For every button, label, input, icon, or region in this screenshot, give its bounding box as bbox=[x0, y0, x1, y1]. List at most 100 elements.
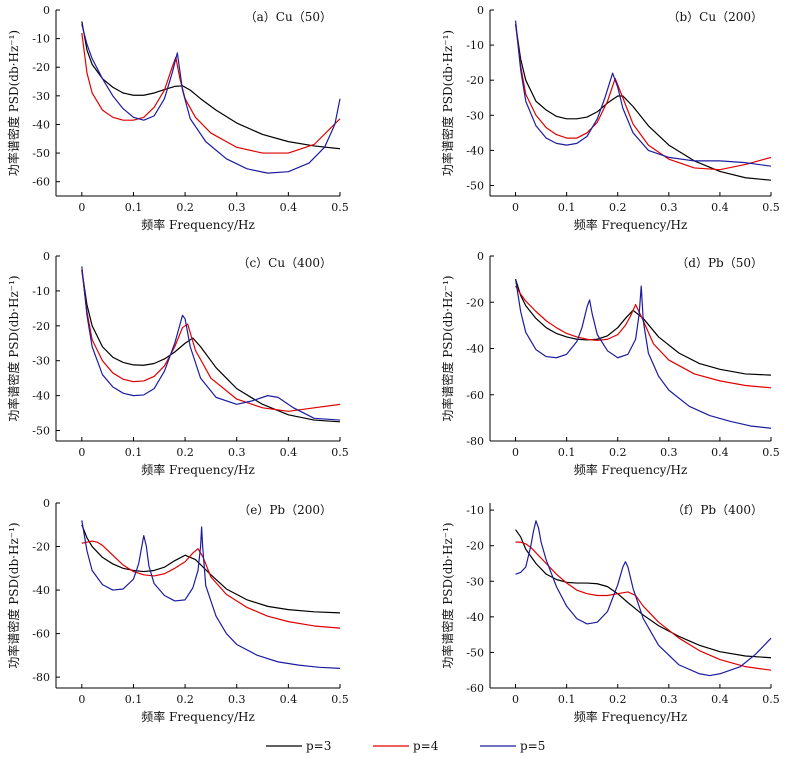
x-tick-label: 0.1 bbox=[558, 446, 576, 459]
x-axis-label: 频率 Frequency/Hz bbox=[141, 462, 255, 477]
y-tick-label: -50 bbox=[32, 425, 50, 438]
y-tick-label: -60 bbox=[32, 176, 50, 189]
x-tick-label: 0.5 bbox=[331, 201, 349, 214]
series-line-p5 bbox=[81, 520, 341, 670]
x-axis-label: 频率 Frequency/Hz bbox=[141, 709, 255, 724]
x-tick-label: 0 bbox=[512, 446, 519, 459]
x-tick-label: 0.2 bbox=[609, 693, 627, 706]
series-line-p4 bbox=[515, 541, 772, 671]
x-tick-label: 0.4 bbox=[280, 446, 298, 459]
x-axis-label: 频率 Frequency/Hz bbox=[574, 462, 688, 477]
y-tick-label: -30 bbox=[32, 355, 50, 368]
y-tick-label: -50 bbox=[466, 179, 484, 192]
y-tick-label: -30 bbox=[466, 575, 484, 588]
y-tick-label: -40 bbox=[32, 118, 50, 131]
panel-d: 0 -20 -40 -60 -80 0 0.1 0.2 0.3 0.4 0.5 频率 Frequenc… bbox=[440, 250, 780, 477]
x-tick-label: 0.2 bbox=[176, 446, 194, 459]
y-tick-label: -30 bbox=[32, 90, 50, 103]
series-line-p3 bbox=[515, 529, 772, 659]
y-tick-label: 0 bbox=[43, 250, 50, 263]
x-tick-label: 0.5 bbox=[331, 446, 349, 459]
x-tick-label: 0.1 bbox=[558, 693, 576, 706]
series-line-p3 bbox=[514, 23, 772, 181]
series-line-p4 bbox=[81, 540, 341, 629]
x-tick-label: 0.5 bbox=[762, 693, 780, 706]
panel-a: 0 -10 -20 -30 -40 -50 -60 0 0.1 0.2 0.3 0.4 0.5 频率 Fr… bbox=[6, 4, 349, 232]
series-line-p3 bbox=[514, 278, 772, 376]
panel-c: 0 -10 -20 -30 -40 -50 0 0.1 0.2 0.3 0.4 0.5 频率 Frequ… bbox=[6, 250, 349, 477]
y-tick-label: -40 bbox=[32, 584, 50, 597]
x-tick-label: 0.4 bbox=[280, 201, 298, 214]
x-axis-label: 频率 Frequency/Hz bbox=[141, 217, 255, 232]
y-axis-label: 功率谱密度 PSD(db·Hz⁻¹) bbox=[6, 275, 21, 421]
y-tick-label: -80 bbox=[32, 671, 50, 684]
y-tick-label: -20 bbox=[32, 320, 50, 333]
y-tick-label: -30 bbox=[466, 109, 484, 122]
panel-title: （f）Pb（400） bbox=[672, 503, 763, 517]
series-line-p5 bbox=[81, 266, 341, 421]
x-tick-label: 0.2 bbox=[609, 201, 627, 214]
y-tick-label: 0 bbox=[43, 4, 50, 17]
panel-title: （b）Cu（200） bbox=[668, 10, 764, 24]
y-axis-label: 功率谱密度 PSD(db·Hz⁻¹) bbox=[6, 522, 21, 668]
x-tick-label: 0.3 bbox=[228, 446, 246, 459]
y-tick-label: -60 bbox=[466, 389, 484, 402]
y-tick-label: -40 bbox=[466, 144, 484, 157]
y-tick-label: -60 bbox=[466, 682, 484, 695]
panel-title: （e）Pb（200） bbox=[238, 503, 332, 517]
y-tick-label: -50 bbox=[32, 147, 50, 160]
y-tick-label: -10 bbox=[32, 285, 50, 298]
x-tick-label: 0.3 bbox=[228, 693, 246, 706]
y-tick-label: -20 bbox=[32, 61, 50, 74]
x-tick-label: 0.2 bbox=[609, 446, 627, 459]
y-tick-label: -40 bbox=[32, 390, 50, 403]
x-tick-label: 0.5 bbox=[762, 201, 780, 214]
x-axis-label: 频率 Frequency/Hz bbox=[574, 217, 688, 232]
x-tick-label: 0.4 bbox=[711, 446, 729, 459]
x-tick-label: 0.1 bbox=[125, 693, 143, 706]
y-tick-label: 0 bbox=[477, 250, 484, 263]
x-tick-label: 0 bbox=[78, 693, 85, 706]
legend-label-p3: p=3 bbox=[306, 739, 331, 753]
x-axis-label: 频率 Frequency/Hz bbox=[574, 709, 688, 724]
x-tick-label: 0.3 bbox=[660, 693, 678, 706]
series-line-p4 bbox=[81, 32, 341, 154]
series-line-p3 bbox=[81, 524, 341, 614]
y-tick-label: -20 bbox=[466, 296, 484, 309]
x-tick-label: 0.3 bbox=[228, 201, 246, 214]
y-tick-label: -40 bbox=[466, 611, 484, 624]
legend: p=3 p=4 p=5 bbox=[266, 739, 545, 753]
y-tick-label: -20 bbox=[466, 540, 484, 553]
x-tick-label: 0.2 bbox=[176, 201, 194, 214]
x-tick-label: 0.5 bbox=[331, 693, 349, 706]
series-line-p4 bbox=[514, 23, 772, 171]
y-tick-label: -40 bbox=[466, 343, 484, 356]
y-axis-label: 功率谱密度 PSD(db·Hz⁻¹) bbox=[440, 275, 455, 421]
x-tick-label: 0.2 bbox=[176, 693, 194, 706]
y-tick-label: -10 bbox=[32, 33, 50, 46]
legend-label-p5: p=5 bbox=[520, 739, 545, 753]
panel-title: （a）Cu（50） bbox=[245, 10, 332, 24]
x-tick-label: 0.1 bbox=[558, 201, 576, 214]
x-tick-label: 0.3 bbox=[660, 201, 678, 214]
series-line-p3 bbox=[81, 269, 341, 423]
y-axis-label: 功率谱密度 PSD(db·Hz⁻¹) bbox=[440, 30, 455, 176]
x-tick-label: 0.1 bbox=[125, 446, 143, 459]
x-tick-label: 0 bbox=[78, 201, 85, 214]
y-tick-label: -50 bbox=[466, 646, 484, 659]
y-tick-label: 0 bbox=[477, 4, 484, 17]
y-axis-label: 功率谱密度 PSD(db·Hz⁻¹) bbox=[440, 522, 455, 668]
x-tick-label: 0.4 bbox=[711, 693, 729, 706]
y-axis-label: 功率谱密度 PSD(db·Hz⁻¹) bbox=[6, 30, 21, 176]
x-tick-label: 0.1 bbox=[125, 201, 143, 214]
x-tick-label: 0.5 bbox=[762, 446, 780, 459]
x-tick-label: 0.4 bbox=[280, 693, 298, 706]
panel-title: （d）Pb（50） bbox=[676, 256, 763, 270]
y-tick-label: -20 bbox=[466, 74, 484, 87]
x-tick-label: 0 bbox=[512, 201, 519, 214]
y-tick-label: -80 bbox=[466, 435, 484, 448]
y-tick-label: -10 bbox=[466, 39, 484, 52]
y-tick-label: 0 bbox=[43, 497, 50, 510]
y-tick-label: -10 bbox=[466, 504, 484, 517]
